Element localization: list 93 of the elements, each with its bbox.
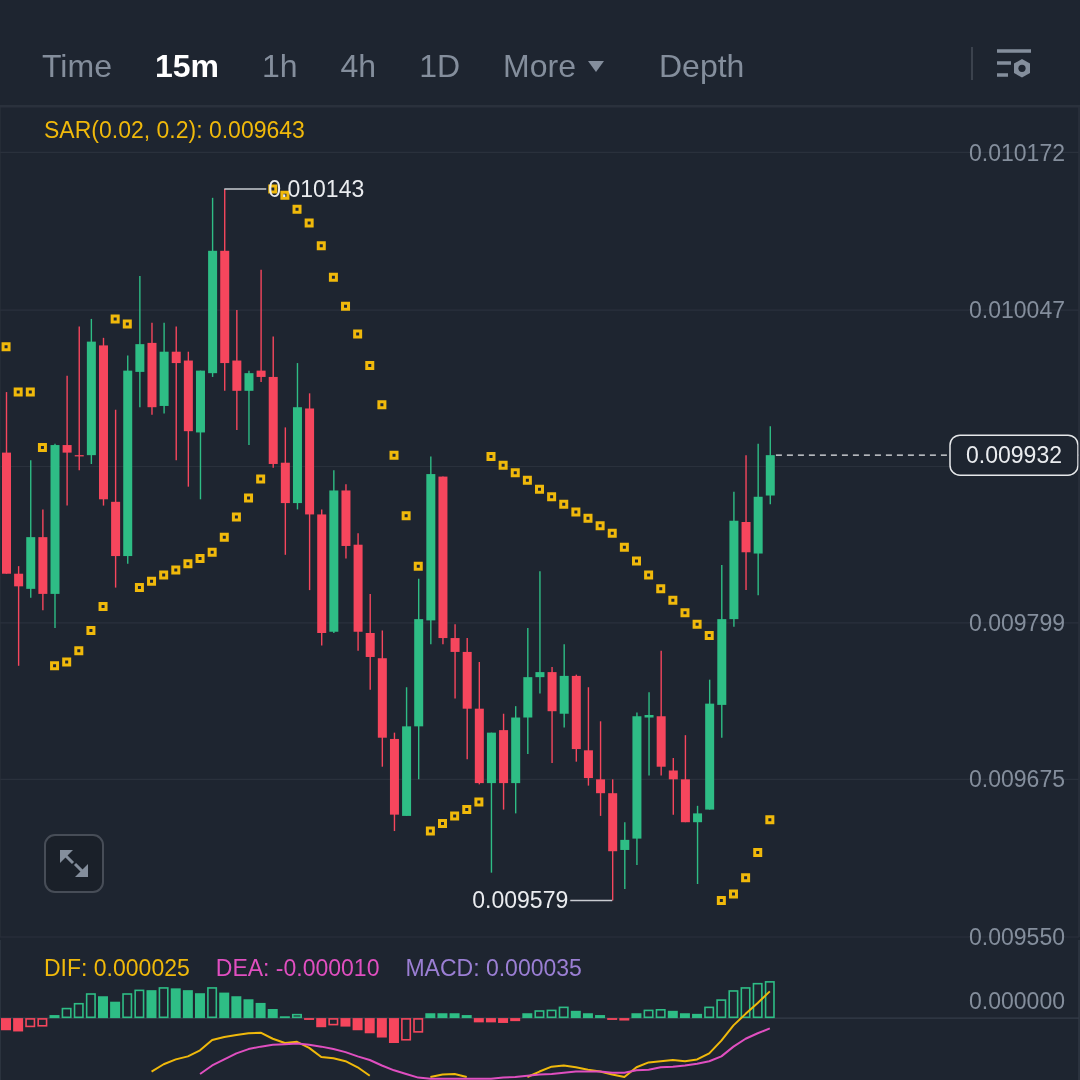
- bar: [219, 992, 230, 1019]
- candlestick: [596, 720, 606, 817]
- annotation: 0.000000: [969, 988, 1065, 1016]
- bar: [704, 1006, 715, 1019]
- candlestick: [620, 821, 630, 890]
- bar: [352, 1018, 363, 1031]
- bar: [73, 1002, 84, 1019]
- bar: [740, 987, 751, 1019]
- candlestick: [62, 374, 72, 507]
- bar: [655, 1008, 666, 1019]
- text: SAR(0.02, 0.2): 0.009643: [44, 117, 305, 144]
- bar: [558, 1006, 569, 1019]
- bar: [364, 1018, 375, 1034]
- bar: [255, 1002, 266, 1019]
- bar: [413, 1018, 424, 1033]
- bar: [170, 988, 181, 1019]
- candlestick: [244, 369, 254, 446]
- bar: [388, 1018, 399, 1043]
- bar: [1, 1018, 11, 1031]
- candlestick: [668, 757, 678, 816]
- bar: [401, 1018, 412, 1041]
- candlestick: [256, 269, 266, 383]
- candlestick: [365, 593, 375, 691]
- bar: [182, 990, 193, 1019]
- candlestick: [693, 805, 703, 885]
- bar: [643, 1009, 654, 1019]
- candlestick: [14, 565, 24, 667]
- text: DIF: 0.000025: [44, 955, 190, 982]
- bar: [692, 1013, 703, 1019]
- bar: [534, 1010, 545, 1019]
- bar: [376, 1018, 387, 1038]
- bar: [291, 1013, 302, 1019]
- bar: [631, 1013, 642, 1019]
- bar: [437, 1013, 448, 1019]
- bar: [267, 1008, 278, 1019]
- text: More: [503, 47, 576, 85]
- y-tick-label: 0.010047: [969, 297, 1065, 324]
- bar: [13, 1018, 24, 1032]
- bar: [425, 1013, 436, 1019]
- bar: [97, 996, 108, 1019]
- y-tick-label: 0.009675: [969, 766, 1065, 793]
- bar: [122, 993, 133, 1019]
- bar: [595, 1015, 606, 1019]
- bar: [728, 990, 739, 1019]
- bar: [49, 1015, 60, 1019]
- bar: [582, 1013, 593, 1019]
- bar: [449, 1013, 460, 1019]
- bar: [231, 996, 242, 1019]
- bar: [716, 999, 727, 1019]
- bar: [243, 999, 254, 1019]
- bar: [134, 989, 145, 1019]
- bar: [461, 1015, 472, 1019]
- bar: [340, 1018, 351, 1027]
- y-tick-label: 0.010172: [969, 139, 1065, 166]
- bar: [146, 990, 157, 1019]
- bar: [328, 1018, 339, 1026]
- bar: [522, 1013, 533, 1019]
- annotation: 0.009579: [472, 887, 569, 914]
- text: 1h: [261, 47, 298, 85]
- bar: [485, 1018, 496, 1023]
- bar: [570, 1010, 581, 1019]
- bar: [316, 1018, 327, 1028]
- text: 15m: [154, 47, 219, 85]
- y-tick-label: 0.009799: [969, 610, 1065, 637]
- bar: [25, 1018, 36, 1028]
- candlestick: [644, 691, 654, 777]
- bar: [752, 982, 763, 1019]
- text: Depth: [658, 47, 745, 85]
- bar: [764, 981, 775, 1019]
- candlestick: [535, 570, 545, 695]
- bar: [110, 1001, 121, 1019]
- bar: [207, 987, 218, 1019]
- ref-line-label: 0.009932: [966, 442, 1062, 469]
- candlestick: [450, 623, 460, 700]
- bar: [85, 993, 96, 1019]
- text: 4h: [340, 47, 377, 85]
- bar: [194, 993, 205, 1019]
- candlestick: [171, 325, 181, 461]
- bar: [667, 1010, 678, 1019]
- text: Time: [42, 47, 112, 85]
- text: 1D: [419, 47, 461, 85]
- bar: [510, 1018, 521, 1022]
- series-label: MACD: 0.000035: [405, 955, 582, 982]
- bar: [158, 987, 169, 1019]
- bar: [619, 1018, 630, 1021]
- bar: [37, 1018, 48, 1027]
- bar: [546, 1009, 557, 1019]
- y-tick-label: 0.009550: [969, 924, 1065, 951]
- bar: [61, 1007, 72, 1019]
- bar: [679, 1013, 690, 1019]
- bar: [473, 1018, 484, 1023]
- bar: [498, 1018, 509, 1023]
- text: DEA: -0.000010: [215, 955, 380, 982]
